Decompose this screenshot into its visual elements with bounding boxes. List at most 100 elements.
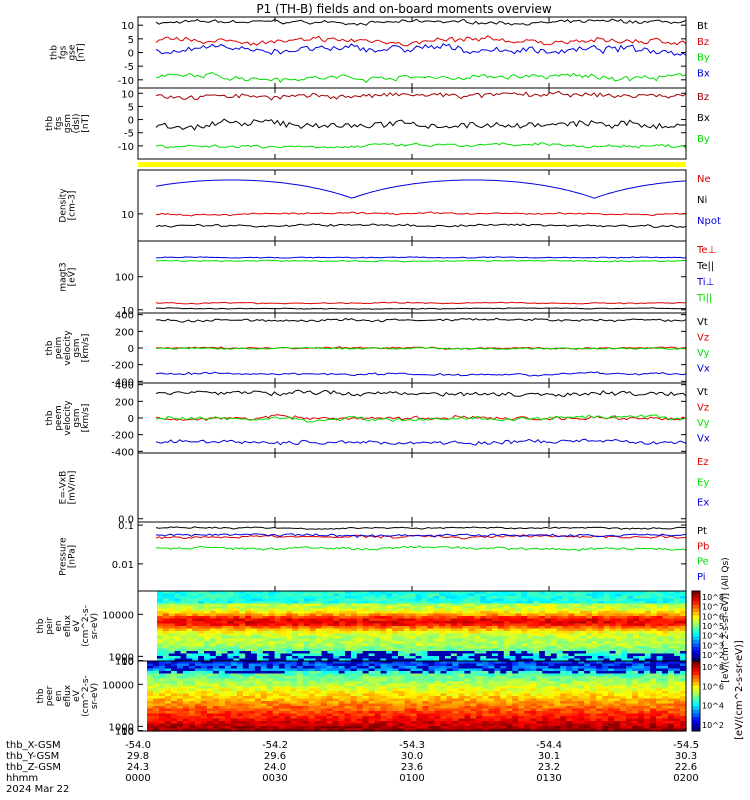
spectrogram-cell [157,631,164,635]
spectrogram-cell [506,686,513,690]
spectrogram-cell [274,598,282,602]
spectrogram-cell [560,691,567,695]
spectrogram-cell [533,596,540,600]
spectrogram-cell [439,611,446,615]
spectrogram-cell [586,658,593,662]
spectrogram-cell [230,681,238,685]
spectrogram-cell [446,711,453,715]
spectrogram-cell [233,623,240,627]
spectrogram-cell [302,683,310,687]
spectrogram-cell [542,683,549,687]
spectrogram-cell [554,688,561,692]
spectrogram-cell [668,593,675,597]
spectrogram-cell [159,686,166,690]
spectrogram-cell [278,666,286,670]
spectrogram-cell [168,608,176,612]
spectrogram-cell [603,633,611,637]
spectrogram-cell [380,646,387,650]
spectrogram-cell [290,728,298,732]
spectrogram-cell [215,613,223,617]
spectrogram-cell [462,623,470,627]
spectrogram-cell [445,646,452,650]
spectrogram-cell [427,648,434,652]
spectrogram-cell [584,693,591,697]
spectrogram-cell [165,678,172,682]
spectrogram-cell [410,721,418,725]
spectrogram-cell [597,613,605,617]
spectrogram-cell [326,696,334,700]
spectrogram-cell [603,606,611,610]
spectrogram-cell [433,626,440,630]
spectrogram-cell [162,623,170,627]
spectrogram-cell [428,698,436,702]
spectrogram-cell [350,713,358,717]
spectrogram-cell [662,611,669,615]
spectrogram-cell [474,616,481,620]
spectrogram-cell [509,611,517,615]
spectrogram-cell [209,606,217,610]
spectrogram-cell [374,696,382,700]
spectrogram-cell [639,593,646,597]
spectrogram-cell [368,648,376,652]
spectrogram-cell [333,651,340,655]
spectrogram-cell [488,686,495,690]
series-line-Vy [155,346,687,351]
spectrogram-cell [168,631,176,635]
spectrogram-cell [500,708,507,712]
spectrogram-cell [251,656,258,660]
spectrogram-cell [386,593,393,597]
spectrogram-cell [416,728,424,732]
spectrogram-cell [332,711,340,715]
spectrogram-cell [434,718,442,722]
spectrogram-cell [596,726,603,730]
spectrogram-cell [403,613,411,617]
spectrogram-cell [584,671,591,675]
spectrogram-cell [315,606,323,610]
spectrogram-cell [274,653,282,657]
colorbar-cell [692,591,700,595]
spectrogram-cell [292,598,299,602]
spectrogram-cell [174,591,182,595]
spectrogram-cell [662,591,669,595]
spectrogram-cell [494,688,501,692]
spectrogram-cell [639,603,646,607]
spectrogram-cell [182,711,190,715]
spectrogram-cell [309,628,317,632]
spectrogram-cell [162,598,170,602]
spectrogram-cell [486,606,493,610]
spectrogram-cell [586,611,593,615]
spectrogram-cell [550,603,558,607]
spectrogram-cell [566,678,573,682]
spectrogram-cell [320,666,328,670]
spectrogram-cell [230,696,238,700]
spectrogram-cell [242,706,250,710]
spectrogram-cell [409,596,417,600]
spectrogram-cell [590,698,597,702]
spectrogram-cell [180,613,187,617]
spectrogram-cell [224,668,232,672]
spectrogram-cell [458,686,465,690]
spectrogram-cell [315,591,323,595]
spectrogram-cell [650,628,658,632]
spectrogram-cell [236,723,244,727]
spectrogram-cell [251,631,258,635]
spectrogram-cell [542,728,549,732]
y-tick-label: 100 [115,727,134,738]
spectrogram-cell [362,658,370,662]
spectrogram-cell [284,696,292,700]
spectrogram-cell [422,726,430,730]
spectrogram-cell [539,591,546,595]
spectrogram-cell [621,643,628,647]
spectrogram-cell [218,721,226,725]
spectrogram-cell [274,656,282,660]
spectrogram-cell [345,653,352,657]
spectrogram-cell [539,626,546,630]
spectrogram-cell [574,618,581,622]
spectrogram-cell [452,698,459,702]
spectrogram-cell [403,636,411,640]
spectrogram-cell [482,676,489,680]
spectrogram-cell [627,596,634,600]
spectrogram-cell [562,601,570,605]
spectrogram-cell [392,696,400,700]
spectrogram-cell [572,706,579,710]
